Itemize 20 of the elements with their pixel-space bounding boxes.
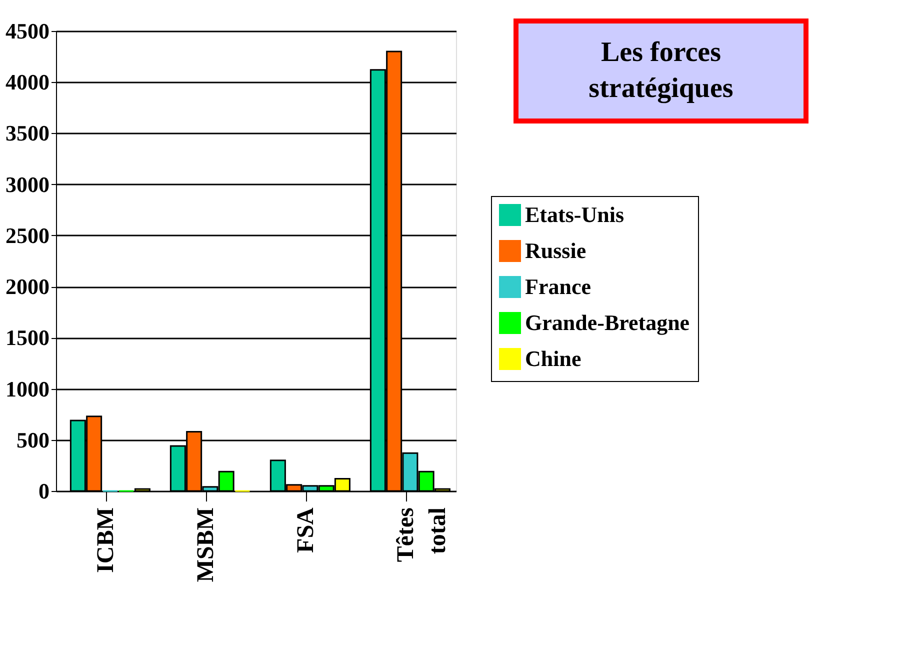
y-tick-label: 1000 (6, 376, 50, 402)
legend-label: Russie (525, 238, 586, 263)
y-tick-label: 3000 (6, 172, 50, 197)
x-tick-label: FSA (293, 506, 319, 553)
y-tick-label: 4500 (6, 18, 50, 44)
y-tick-label: 1500 (6, 325, 50, 350)
x-tick-label: MSBM (193, 508, 219, 582)
text: Les forces stratégiques (588, 37, 734, 104)
y-tick-label: 2000 (6, 274, 50, 300)
y-tick-label: 3500 (6, 120, 50, 146)
x-tick-label: ICBM (93, 508, 119, 573)
y-tick-label: 0 (38, 478, 50, 504)
legend-label: Chine (525, 346, 582, 371)
legend-label: Etats-Unis (525, 202, 624, 227)
legend-label: Grande-Bretagne (525, 310, 690, 335)
y-tick-label: 500 (16, 427, 50, 452)
x-tick-label: Têtes total (393, 507, 451, 562)
y-tick-label: 4000 (6, 70, 50, 95)
legend-label: France (525, 274, 592, 299)
y-tick-label: 2500 (6, 222, 50, 248)
